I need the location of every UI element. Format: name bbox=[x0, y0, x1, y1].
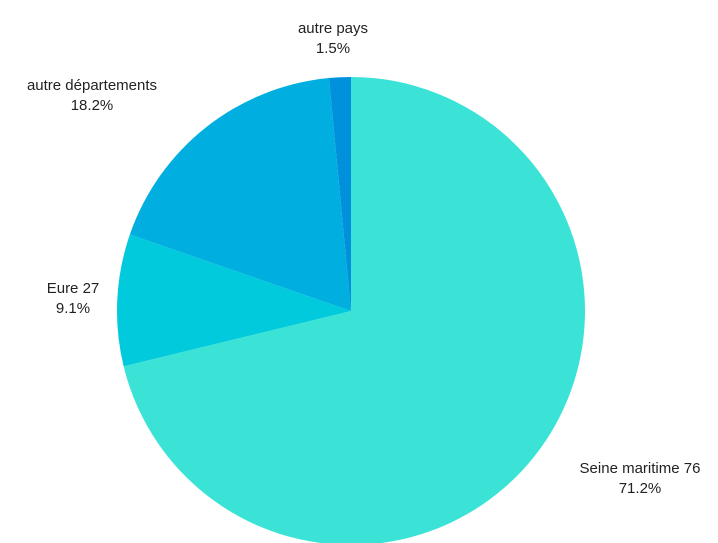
pie-slice-seine-maritime-76 bbox=[123, 77, 585, 543]
slice-label-autre-departements: autre départements 18.2% bbox=[2, 76, 182, 116]
slice-value-autre-pays: 1.5% bbox=[315, 40, 351, 57]
slice-name-seine-maritime: Seine maritime 76 bbox=[579, 460, 701, 477]
pie-slices bbox=[117, 77, 585, 543]
slice-name-autre-pays: autre pays bbox=[297, 20, 369, 37]
slice-name-autre-departements: autre départements bbox=[26, 77, 158, 94]
slice-label-eure: Eure 27 9.1% bbox=[33, 279, 113, 319]
pie-slice-autre-pays bbox=[328, 77, 351, 311]
slice-name-eure: Eure 27 bbox=[46, 280, 100, 297]
slice-label-autre-pays: autre pays 1.5% bbox=[273, 19, 393, 59]
slice-value-eure: 9.1% bbox=[55, 300, 91, 317]
slice-value-seine-maritime: 71.2% bbox=[618, 480, 662, 497]
pie-slice-autre-d-partements bbox=[129, 78, 351, 311]
slice-value-autre-departements: 18.2% bbox=[70, 97, 114, 114]
pie-slice-eure-27 bbox=[117, 234, 351, 367]
slice-label-seine-maritime: Seine maritime 76 71.2% bbox=[565, 459, 715, 499]
